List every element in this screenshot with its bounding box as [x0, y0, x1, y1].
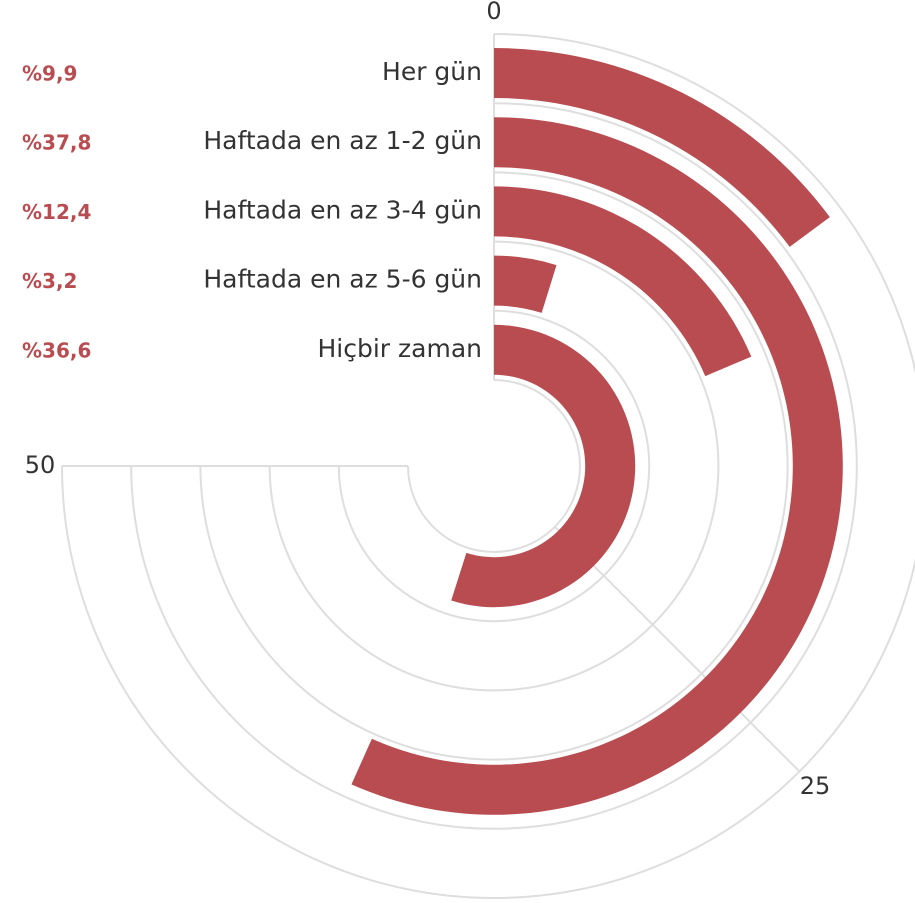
value-label: %37,8	[22, 131, 91, 155]
category-label: Haftada en az 1-2 gün	[203, 126, 482, 155]
value-label: %9,9	[22, 62, 77, 86]
value-label: %3,2	[22, 269, 77, 293]
grid-line	[554, 526, 801, 773]
tick-label: 50	[25, 451, 56, 479]
bar	[494, 48, 830, 247]
category-label: Haftada en az 5-6 gün	[203, 265, 482, 294]
category-label: Hiçbir zaman	[318, 334, 483, 363]
category-label: Her gün	[382, 57, 482, 86]
category-label: Haftada en az 3-4 gün	[203, 195, 482, 224]
bar	[494, 186, 752, 377]
bar	[451, 324, 636, 608]
value-label: %12,4	[22, 200, 91, 224]
tick-label: 0	[486, 0, 501, 25]
bar	[494, 255, 557, 313]
tick-label: 25	[800, 772, 831, 800]
grid-arc	[407, 379, 581, 553]
value-label: %36,6	[22, 338, 91, 362]
